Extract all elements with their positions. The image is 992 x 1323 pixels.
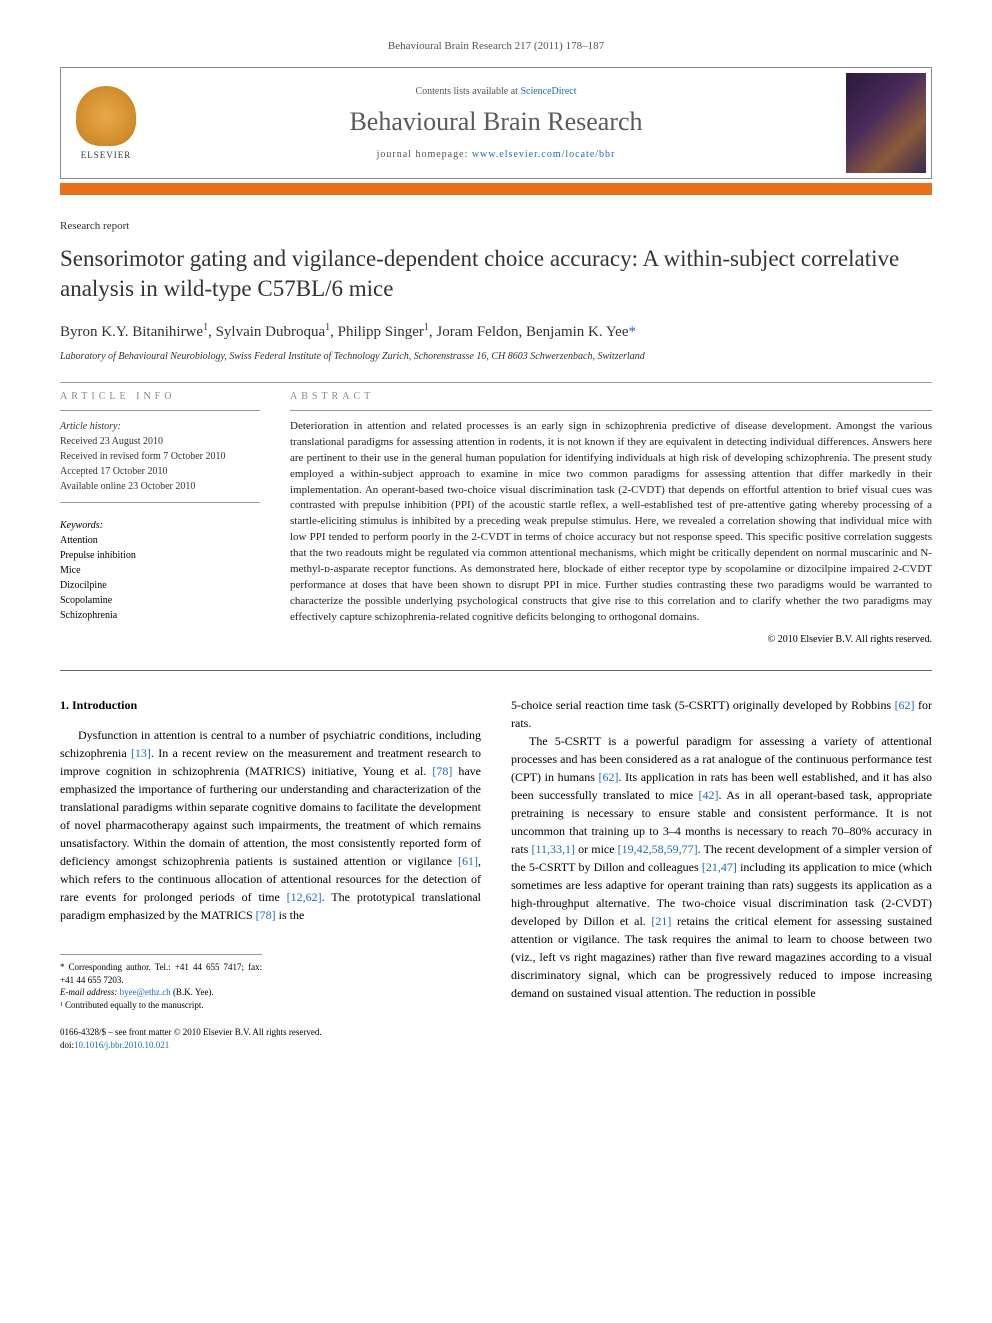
contents-available-line: Contents lists available at ScienceDirec… bbox=[415, 86, 576, 97]
author-footnote-marker: 1 bbox=[203, 322, 208, 333]
footer-block: 0166-4328/$ – see front matter © 2010 El… bbox=[60, 1026, 481, 1051]
journal-cover-thumbnail[interactable] bbox=[846, 73, 926, 173]
keyword: Mice bbox=[60, 563, 260, 578]
citation-link[interactable]: [62] bbox=[895, 698, 915, 712]
doi-link[interactable]: 10.1016/j.bbr.2010.10.021 bbox=[74, 1040, 169, 1050]
issn-copyright: 0166-4328/$ – see front matter © 2010 El… bbox=[60, 1026, 481, 1039]
history-received: Received 23 August 2010 bbox=[60, 434, 260, 449]
corresponding-author-footnote: * Corresponding author. Tel.: +41 44 655… bbox=[60, 961, 262, 986]
doi-line: doi:10.1016/j.bbr.2010.10.021 bbox=[60, 1039, 481, 1052]
author-footnote-marker: 1 bbox=[424, 322, 429, 333]
keyword: Attention bbox=[60, 533, 260, 548]
publisher-logo[interactable]: ELSEVIER bbox=[61, 68, 151, 178]
section-divider bbox=[60, 382, 932, 383]
citation-link[interactable]: [12,62] bbox=[287, 890, 322, 904]
journal-header-box: ELSEVIER Contents lists available at Sci… bbox=[60, 67, 932, 179]
keyword: Prepulse inhibition bbox=[60, 548, 260, 563]
article-info-column: ARTICLE INFO Article history: Received 2… bbox=[60, 391, 260, 645]
citation-link[interactable]: [62] bbox=[599, 770, 619, 784]
email-footnote: E-mail address: byee@ethz.ch (B.K. Yee). bbox=[60, 986, 262, 999]
doi-prefix: doi: bbox=[60, 1040, 74, 1050]
author: Byron K.Y. Bitanihirwe bbox=[60, 324, 203, 340]
corresponding-author-marker[interactable]: * bbox=[628, 324, 636, 340]
section-title: Introduction bbox=[72, 698, 137, 712]
keyword: Dizocilpine bbox=[60, 578, 260, 593]
citation-link[interactable]: [19,42,58,59,77] bbox=[618, 842, 698, 856]
footnotes: * Corresponding author. Tel.: +41 44 655… bbox=[60, 954, 262, 1011]
homepage-link[interactable]: www.elsevier.com/locate/bbr bbox=[472, 149, 616, 160]
body-paragraph: 5-choice serial reaction time task (5-CS… bbox=[511, 696, 932, 732]
author: Joram Feldon bbox=[436, 324, 518, 340]
author-list: Byron K.Y. Bitanihirwe1, Sylvain Dubroqu… bbox=[60, 322, 932, 341]
author: Sylvain Dubroqua bbox=[216, 324, 326, 340]
info-divider bbox=[60, 502, 260, 503]
citation-link[interactable]: [78] bbox=[432, 764, 452, 778]
citation-link[interactable]: [42] bbox=[698, 788, 718, 802]
homepage-prefix: journal homepage: bbox=[377, 149, 472, 160]
citation-link[interactable]: [61] bbox=[458, 854, 478, 868]
article-title: Sensorimotor gating and vigilance-depend… bbox=[60, 244, 932, 304]
column-left: 1. Introduction Dysfunction in attention… bbox=[60, 696, 481, 1052]
section-number: 1. bbox=[60, 698, 69, 712]
body-paragraph: Dysfunction in attention is central to a… bbox=[60, 726, 481, 924]
citation-link[interactable]: [78] bbox=[256, 908, 276, 922]
homepage-line: journal homepage: www.elsevier.com/locat… bbox=[377, 149, 616, 160]
contents-prefix: Contents lists available at bbox=[415, 86, 520, 97]
keywords-label: Keywords: bbox=[60, 518, 260, 533]
abstract-divider bbox=[290, 410, 932, 411]
citation-link[interactable]: [21] bbox=[651, 914, 671, 928]
sciencedirect-link[interactable]: ScienceDirect bbox=[520, 86, 576, 97]
email-link[interactable]: byee@ethz.ch bbox=[120, 987, 171, 997]
orange-divider-bar bbox=[60, 183, 932, 195]
history-accepted: Accepted 17 October 2010 bbox=[60, 464, 260, 479]
keyword: Scopolamine bbox=[60, 593, 260, 608]
journal-reference: Behavioural Brain Research 217 (2011) 17… bbox=[60, 40, 932, 52]
keyword: Schizophrenia bbox=[60, 608, 260, 623]
citation-link[interactable]: [13] bbox=[131, 746, 151, 760]
main-divider bbox=[60, 670, 932, 671]
citation-link[interactable]: [21,47] bbox=[702, 860, 737, 874]
history-online: Available online 23 October 2010 bbox=[60, 479, 260, 494]
history-label: Article history: bbox=[60, 419, 260, 434]
section-heading: 1. Introduction bbox=[60, 696, 481, 714]
column-right: 5-choice serial reaction time task (5-CS… bbox=[511, 696, 932, 1052]
history-revised: Received in revised form 7 October 2010 bbox=[60, 449, 260, 464]
email-suffix: (B.K. Yee). bbox=[171, 987, 214, 997]
abstract-text: Deterioration in attention and related p… bbox=[290, 419, 932, 626]
keywords-block: Keywords: Attention Prepulse inhibition … bbox=[60, 518, 260, 623]
journal-title: Behavioural Brain Research bbox=[349, 107, 642, 137]
article-type: Research report bbox=[60, 220, 932, 232]
abstract-header: ABSTRACT bbox=[290, 391, 932, 402]
author: Benjamin K. Yee bbox=[526, 324, 629, 340]
equal-contribution-footnote: ¹ Contributed equally to the manuscript. bbox=[60, 999, 262, 1012]
email-label: E-mail address: bbox=[60, 987, 120, 997]
elsevier-tree-icon bbox=[76, 86, 136, 146]
abstract-copyright: © 2010 Elsevier B.V. All rights reserved… bbox=[290, 634, 932, 645]
author: Philipp Singer bbox=[338, 324, 424, 340]
article-info-header: ARTICLE INFO bbox=[60, 391, 260, 402]
citation-link[interactable]: [11,33,1] bbox=[531, 842, 575, 856]
abstract-column: ABSTRACT Deterioration in attention and … bbox=[290, 391, 932, 645]
header-center: Contents lists available at ScienceDirec… bbox=[151, 68, 841, 178]
body-columns: 1. Introduction Dysfunction in attention… bbox=[60, 696, 932, 1052]
affiliation: Laboratory of Behavioural Neurobiology, … bbox=[60, 351, 932, 362]
article-history: Article history: Received 23 August 2010… bbox=[60, 419, 260, 494]
author-footnote-marker: 1 bbox=[325, 322, 330, 333]
info-divider bbox=[60, 410, 260, 411]
body-paragraph: The 5-CSRTT is a powerful paradigm for a… bbox=[511, 732, 932, 1002]
publisher-name: ELSEVIER bbox=[81, 150, 132, 160]
